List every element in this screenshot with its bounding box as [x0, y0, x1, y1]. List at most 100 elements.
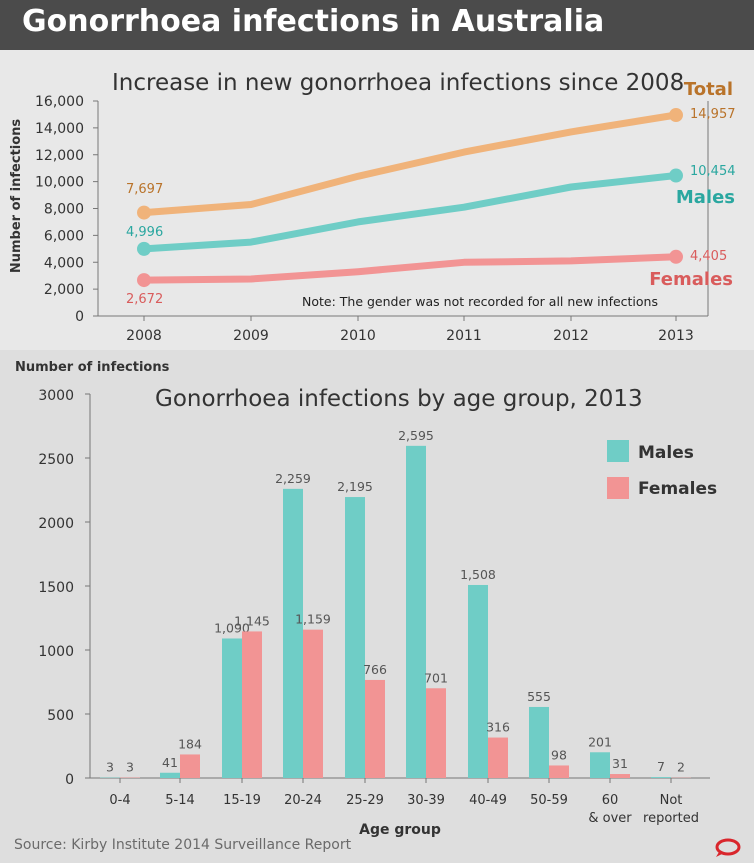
bar-males	[160, 772, 180, 778]
legend-swatch-males	[607, 440, 629, 462]
data-label-females-end: 4,405	[690, 249, 727, 264]
bar-males	[651, 777, 671, 778]
bar-chart-title: Gonorrhoea infections by age group, 2013	[155, 386, 643, 412]
series-line-males	[140, 172, 680, 253]
legend-swatch-females	[607, 477, 629, 499]
bar-y-tick-label: 2500	[38, 452, 74, 468]
bar-x-tick-label: 60 & over	[588, 793, 632, 826]
bar-females	[303, 629, 323, 778]
bar-x-tick-label: 20-24	[284, 793, 322, 808]
bar-value-label-females: 98	[551, 747, 567, 762]
series-line-total	[140, 111, 680, 217]
tick-label-line: & over	[588, 811, 632, 826]
bar-females	[180, 754, 200, 778]
bar-y-tick-label: 2000	[38, 516, 74, 532]
bar-y-tick-label: 1500	[38, 580, 74, 596]
series-point-males	[669, 168, 683, 183]
series-label-females: Females	[649, 269, 733, 290]
gender-note: Note: The gender was not recorded for al…	[302, 294, 658, 309]
series-label-males: Males	[676, 187, 735, 208]
data-label-total-end: 14,957	[690, 107, 736, 122]
tick-label-line: 25-29	[346, 793, 384, 808]
bar-value-label-females: 766	[363, 662, 387, 677]
bar-x-tick-label: Not reported	[643, 793, 699, 826]
y-tick-label: 0	[75, 309, 84, 325]
legend-label-females: Females	[638, 479, 717, 499]
bar-females	[426, 688, 446, 778]
tick-label-line: 50-59	[530, 793, 568, 808]
bar-y-axis-label: Number of infections	[15, 360, 170, 375]
bar-value-label-females: 1,145	[234, 613, 270, 628]
series-label-total: Total	[684, 79, 733, 100]
bar-value-label-males: 2,195	[337, 479, 373, 494]
bar-value-label-females: 2	[677, 760, 685, 775]
bar-females	[488, 737, 508, 778]
tick-label-line: 20-24	[284, 793, 322, 808]
bar-females	[242, 631, 262, 778]
series-point-total	[669, 108, 683, 123]
tick-label-line: 30-39	[407, 793, 445, 808]
bar-y-tick-label: 0	[65, 772, 74, 788]
bar-y-tick-label: 3000	[38, 388, 74, 404]
bar-value-label-females: 3	[126, 760, 134, 775]
bar-females	[365, 679, 385, 778]
bar-females	[549, 765, 569, 778]
bar-males	[590, 752, 610, 778]
y-tick-label: 6,000	[44, 228, 84, 244]
tick-label-line: 0-4	[109, 793, 130, 808]
bar-value-label-females: 184	[178, 736, 202, 751]
bar-value-label-males: 2,259	[275, 471, 311, 486]
x-tick-label: 2013	[658, 328, 694, 344]
bar-males	[529, 706, 549, 778]
y-tick-label: 12,000	[35, 148, 84, 164]
x-tick-label: 2011	[446, 328, 482, 344]
series-line-females	[140, 253, 680, 284]
bar-males	[468, 584, 488, 778]
bar-males	[345, 497, 365, 778]
bar-value-label-males: 7	[657, 759, 665, 774]
data-label-males-start: 4,996	[126, 225, 163, 240]
bar-males	[283, 488, 303, 778]
x-tick-label: 2008	[126, 328, 162, 344]
bar-value-label-males: 3	[106, 760, 114, 775]
bar-value-label-males: 201	[588, 734, 612, 749]
bar-x-tick-label: 0-4	[109, 793, 130, 808]
bar-males	[406, 445, 426, 778]
bar-value-label-males: 41	[162, 755, 178, 770]
bar-x-tick-label: 40-49	[469, 793, 507, 808]
tick-label-line: 15-19	[223, 793, 261, 808]
bar-value-label-males: 555	[527, 689, 551, 704]
bar-females	[610, 774, 630, 778]
series-point-total	[137, 205, 151, 220]
bar-y-tick-label: 1000	[38, 644, 74, 660]
data-label-total-start: 7,697	[126, 182, 163, 197]
tick-label-line: reported	[643, 811, 699, 826]
line-chart-title: Increase in new gonorrhoea infections si…	[112, 70, 684, 96]
legend-label-males: Males	[638, 443, 694, 463]
source-note: Source: Kirby Institute 2014 Surveillanc…	[14, 837, 352, 853]
series-point-females	[137, 273, 151, 288]
page-title: Gonorrhoea infections in Australia	[22, 4, 605, 39]
y-tick-label: 14,000	[35, 121, 84, 137]
data-label-males-end: 10,454	[690, 164, 736, 179]
bar-value-label-females: 31	[612, 756, 628, 771]
bar-value-label-males: 1,508	[460, 567, 496, 582]
bar-value-label-females: 701	[424, 670, 448, 685]
bar-value-label-females: 1,159	[295, 612, 331, 627]
y-tick-label: 16,000	[35, 94, 84, 110]
tick-label-line: 40-49	[469, 793, 507, 808]
bar-x-tick-label: 25-29	[346, 793, 384, 808]
y-tick-label: 8,000	[44, 202, 84, 218]
y-tick-label: 2,000	[44, 282, 84, 298]
bar-x-tick-label: 15-19	[223, 793, 261, 808]
bar-value-label-females: 316	[486, 720, 510, 735]
bar-x-tick-label: 5-14	[165, 793, 195, 808]
bar-x-tick-label: 30-39	[407, 793, 445, 808]
series-point-males	[137, 241, 151, 256]
x-tick-label: 2012	[553, 328, 589, 344]
y-tick-label: 10,000	[35, 175, 84, 191]
bar-y-tick-label: 500	[47, 708, 74, 724]
series-point-females	[669, 249, 683, 264]
x-tick-label: 2010	[340, 328, 376, 344]
